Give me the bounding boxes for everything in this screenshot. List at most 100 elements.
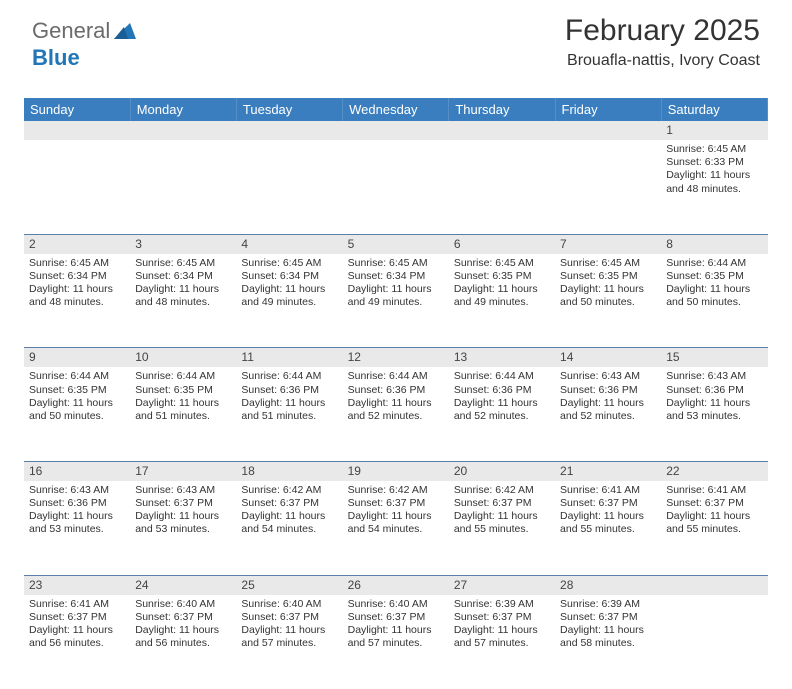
- daylight: Daylight: 11 hours and 53 minutes.: [29, 510, 125, 536]
- day-info-cell: Sunrise: 6:43 AMSunset: 6:37 PMDaylight:…: [130, 481, 236, 575]
- sunset: Sunset: 6:35 PM: [560, 270, 656, 283]
- sunset: Sunset: 6:37 PM: [560, 611, 656, 624]
- day-number: 22: [666, 464, 679, 478]
- sunset: Sunset: 6:36 PM: [29, 497, 125, 510]
- day-info-cell: Sunrise: 6:45 AMSunset: 6:35 PMDaylight:…: [449, 254, 555, 348]
- sunrise: Sunrise: 6:44 AM: [29, 370, 125, 383]
- day-number: 13: [454, 350, 467, 364]
- sunset: Sunset: 6:35 PM: [666, 270, 762, 283]
- day-number-cell: 6: [449, 234, 555, 254]
- day-number: 19: [348, 464, 361, 478]
- sunset: Sunset: 6:35 PM: [135, 384, 231, 397]
- daylight: Daylight: 11 hours and 57 minutes.: [348, 624, 444, 650]
- daylight: Daylight: 11 hours and 55 minutes.: [560, 510, 656, 536]
- day-number-cell: [343, 121, 449, 140]
- daynum-row: 1: [24, 121, 768, 140]
- sunrise: Sunrise: 6:43 AM: [135, 484, 231, 497]
- day-header: Saturday: [661, 98, 767, 121]
- day-info-cell: [236, 140, 342, 234]
- day-info-cell: Sunrise: 6:42 AMSunset: 6:37 PMDaylight:…: [449, 481, 555, 575]
- daylight: Daylight: 11 hours and 51 minutes.: [135, 397, 231, 423]
- logo: General Blue: [32, 18, 136, 71]
- day-number-cell: 3: [130, 234, 236, 254]
- daylight: Daylight: 11 hours and 58 minutes.: [560, 624, 656, 650]
- sunrise: Sunrise: 6:42 AM: [454, 484, 550, 497]
- day-number: 2: [29, 237, 36, 251]
- day-number: 17: [135, 464, 148, 478]
- sunrise: Sunrise: 6:44 AM: [348, 370, 444, 383]
- day-number: 27: [454, 578, 467, 592]
- day-info: Sunrise: 6:40 AMSunset: 6:37 PMDaylight:…: [135, 598, 231, 651]
- day-number-cell: 19: [343, 461, 449, 481]
- sunset: Sunset: 6:34 PM: [348, 270, 444, 283]
- day-info-cell: Sunrise: 6:41 AMSunset: 6:37 PMDaylight:…: [661, 481, 767, 575]
- daylight: Daylight: 11 hours and 56 minutes.: [135, 624, 231, 650]
- day-info-cell: Sunrise: 6:43 AMSunset: 6:36 PMDaylight:…: [661, 367, 767, 461]
- day-info-cell: Sunrise: 6:45 AMSunset: 6:35 PMDaylight:…: [555, 254, 661, 348]
- daynum-row: 9101112131415: [24, 348, 768, 368]
- day-info: Sunrise: 6:45 AMSunset: 6:34 PMDaylight:…: [348, 257, 444, 310]
- day-number: 21: [560, 464, 573, 478]
- day-number: 10: [135, 350, 148, 364]
- day-number-cell: 7: [555, 234, 661, 254]
- day-info-cell: [24, 140, 130, 234]
- sunset: Sunset: 6:36 PM: [241, 384, 337, 397]
- daylight: Daylight: 11 hours and 50 minutes.: [29, 397, 125, 423]
- sunset: Sunset: 6:37 PM: [135, 497, 231, 510]
- daynum-row: 16 17 18 19 20 21 22: [24, 461, 768, 481]
- day-info: Sunrise: 6:41 AMSunset: 6:37 PMDaylight:…: [29, 598, 125, 651]
- sunrise: Sunrise: 6:41 AM: [29, 598, 125, 611]
- sunset: Sunset: 6:37 PM: [454, 497, 550, 510]
- day-number: 3: [135, 237, 142, 251]
- day-number-cell: 24: [130, 575, 236, 595]
- sunrise: Sunrise: 6:45 AM: [348, 257, 444, 270]
- location: Brouafla-nattis, Ivory Coast: [565, 52, 760, 70]
- day-number: 20: [454, 464, 467, 478]
- day-info-cell: Sunrise: 6:40 AMSunset: 6:37 PMDaylight:…: [130, 595, 236, 689]
- data-row: Sunrise: 6:43 AMSunset: 6:36 PMDaylight:…: [24, 481, 768, 575]
- sunset: Sunset: 6:36 PM: [560, 384, 656, 397]
- day-info: Sunrise: 6:45 AMSunset: 6:35 PMDaylight:…: [454, 257, 550, 310]
- day-number-cell: 23: [24, 575, 130, 595]
- day-info-cell: Sunrise: 6:45 AMSunset: 6:34 PMDaylight:…: [236, 254, 342, 348]
- day-info: Sunrise: 6:41 AMSunset: 6:37 PMDaylight:…: [666, 484, 762, 537]
- daylight: Daylight: 11 hours and 55 minutes.: [454, 510, 550, 536]
- day-number: 16: [29, 464, 42, 478]
- day-number: 15: [666, 350, 679, 364]
- day-header: Wednesday: [343, 98, 449, 121]
- logo-text-2: Blue: [32, 45, 80, 70]
- daylight: Daylight: 11 hours and 53 minutes.: [666, 397, 762, 423]
- month-title: February 2025: [565, 14, 760, 48]
- day-number-cell: [555, 121, 661, 140]
- sunrise: Sunrise: 6:45 AM: [454, 257, 550, 270]
- day-info-cell: Sunrise: 6:44 AMSunset: 6:36 PMDaylight:…: [343, 367, 449, 461]
- sunset: Sunset: 6:33 PM: [666, 156, 762, 169]
- day-header: Friday: [555, 98, 661, 121]
- day-number: 7: [560, 237, 567, 251]
- day-number: 18: [241, 464, 254, 478]
- day-info-cell: Sunrise: 6:39 AMSunset: 6:37 PMDaylight:…: [555, 595, 661, 689]
- sunset: Sunset: 6:37 PM: [348, 497, 444, 510]
- day-number-cell: 17: [130, 461, 236, 481]
- daylight: Daylight: 11 hours and 56 minutes.: [29, 624, 125, 650]
- day-number-cell: 8: [661, 234, 767, 254]
- day-number: 12: [348, 350, 361, 364]
- daylight: Daylight: 11 hours and 54 minutes.: [241, 510, 337, 536]
- day-number-cell: 28: [555, 575, 661, 595]
- day-info-cell: Sunrise: 6:43 AMSunset: 6:36 PMDaylight:…: [555, 367, 661, 461]
- day-info-cell: Sunrise: 6:44 AMSunset: 6:35 PMDaylight:…: [24, 367, 130, 461]
- day-info-cell: Sunrise: 6:44 AMSunset: 6:36 PMDaylight:…: [236, 367, 342, 461]
- sunrise: Sunrise: 6:43 AM: [666, 370, 762, 383]
- day-info-cell: Sunrise: 6:45 AMSunset: 6:34 PMDaylight:…: [24, 254, 130, 348]
- day-number-cell: 22: [661, 461, 767, 481]
- day-info: Sunrise: 6:43 AMSunset: 6:36 PMDaylight:…: [560, 370, 656, 423]
- logo-text-1: General: [32, 18, 110, 43]
- data-row: Sunrise: 6:41 AMSunset: 6:37 PMDaylight:…: [24, 595, 768, 689]
- day-info: Sunrise: 6:44 AMSunset: 6:36 PMDaylight:…: [348, 370, 444, 423]
- day-number: 4: [241, 237, 248, 251]
- day-number: 24: [135, 578, 148, 592]
- day-number: 14: [560, 350, 573, 364]
- day-number-cell: 16: [24, 461, 130, 481]
- sunrise: Sunrise: 6:43 AM: [29, 484, 125, 497]
- sunrise: Sunrise: 6:40 AM: [135, 598, 231, 611]
